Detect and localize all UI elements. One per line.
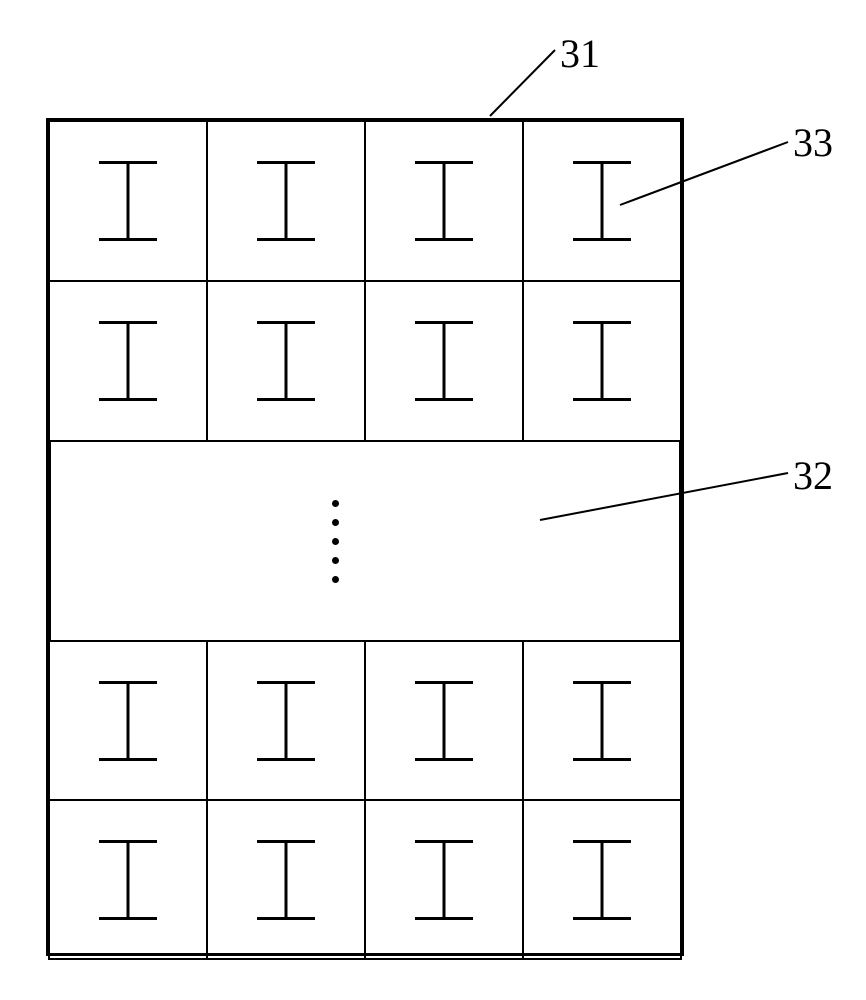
- ibeam-icon: [573, 840, 631, 920]
- grid-cell: [206, 120, 366, 282]
- ibeam-icon: [257, 321, 315, 401]
- grid-cell: [364, 640, 524, 801]
- grid-cell: [364, 280, 524, 442]
- grid-cell: [48, 640, 208, 801]
- grid-cell: [48, 280, 208, 442]
- ellipsis-dot: [332, 538, 339, 545]
- ibeam-icon: [257, 161, 315, 241]
- ibeam-icon: [257, 681, 315, 761]
- grid-cell: [48, 120, 208, 282]
- ibeam-icon: [99, 681, 157, 761]
- main-outer-box: [46, 118, 684, 956]
- ibeam-icon: [415, 840, 473, 920]
- grid-cell: [522, 120, 682, 282]
- grid-cell: [522, 799, 682, 960]
- grid-bottom-section: [49, 641, 681, 959]
- grid-top-section: [49, 121, 681, 441]
- ibeam-icon: [99, 840, 157, 920]
- ibeam-icon: [573, 161, 631, 241]
- ibeam-icon: [99, 321, 157, 401]
- grid-cell: [364, 120, 524, 282]
- ibeam-icon: [415, 681, 473, 761]
- leader-line: [490, 50, 555, 116]
- ellipsis-dot: [332, 557, 339, 564]
- ellipsis-dot: [332, 500, 339, 507]
- grid-cell: [48, 799, 208, 960]
- ellipsis-dot: [332, 576, 339, 583]
- ibeam-icon: [99, 161, 157, 241]
- grid-cell: [206, 799, 366, 960]
- label-33: 33: [793, 119, 833, 166]
- ellipsis-dot: [332, 519, 339, 526]
- ibeam-icon: [573, 321, 631, 401]
- ibeam-icon: [415, 321, 473, 401]
- grid-cell: [522, 640, 682, 801]
- vertical-dots: [332, 500, 339, 583]
- middle-ellipsis-section: [49, 441, 681, 641]
- ibeam-icon: [257, 840, 315, 920]
- ibeam-icon: [415, 161, 473, 241]
- ibeam-icon: [573, 681, 631, 761]
- label-31: 31: [560, 30, 600, 77]
- grid-cell: [522, 280, 682, 442]
- grid-cell: [206, 280, 366, 442]
- grid-cell: [364, 799, 524, 960]
- grid-cell: [206, 640, 366, 801]
- label-32: 32: [793, 452, 833, 499]
